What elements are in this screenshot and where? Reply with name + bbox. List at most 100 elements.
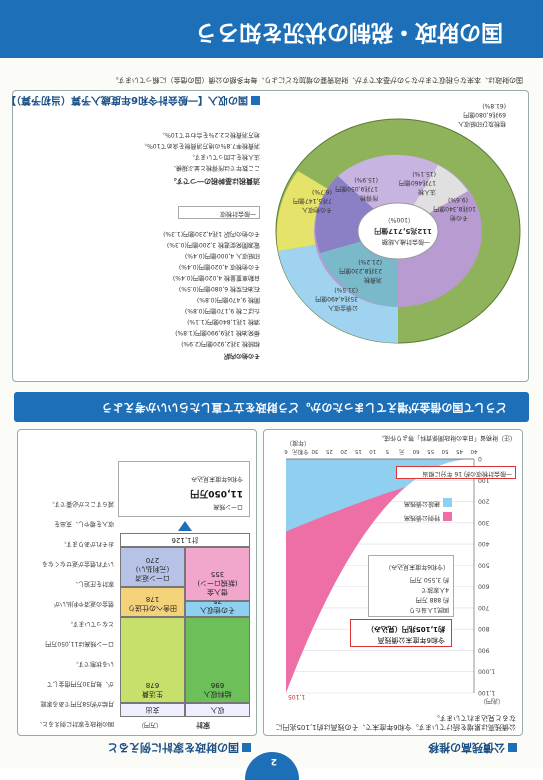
x-tick-label: 令和元	[292, 448, 309, 456]
legend-item-value: 9,170億円(0.8%)	[184, 307, 235, 314]
bullet-square-icon	[251, 96, 260, 105]
debt-lead: 公債残高は累増を続けています。令和6年度末で、その残高は約1,105兆円になると…	[275, 714, 516, 731]
body-line: が、毎月30万円借金して	[46, 680, 114, 687]
x-tick-label: 6	[284, 448, 288, 454]
cell-parent: 田舎への仕送り 178	[120, 587, 185, 617]
y-tick-label: 500	[478, 561, 490, 568]
ring-label-corporate-value: 17兆460億円	[398, 179, 436, 186]
revenue-panel: 一般会計歳入総額 112兆5,717億円 （100％） 租税及び印紙収入 69兆…	[6, 90, 529, 382]
ring-label-consumption-pct: (21.2%)	[358, 258, 382, 265]
ring-label-otherinc-value: 7兆5,147億円	[293, 197, 332, 204]
center-pct: （100％）	[384, 216, 414, 223]
y-tick-label: 1,100	[478, 689, 495, 696]
x-tick-label: 15	[354, 448, 361, 454]
x-axis-unit: （年度）	[286, 439, 310, 447]
y-tick-label: 0	[478, 455, 482, 462]
body-line: 月給が約58万円である家庭	[40, 700, 114, 707]
revenue-text-line: 法人税を上回っています。	[188, 153, 260, 160]
loan-balance-value: 11,050万円	[190, 488, 243, 498]
legend-row: 揮発油税 1兆9,990億円(1.8%)	[175, 328, 260, 336]
legend-item-name: 関税	[247, 296, 260, 303]
page-title: 国の財政・税制の状況を知ろう	[194, 19, 503, 44]
legend-box: 特例公債残高 建設公債残高	[382, 493, 452, 523]
debt-heading-text: 公債残高の推移	[428, 741, 505, 754]
legend-item-value: 1兆4,230億円(1.3%)	[163, 230, 223, 237]
ring-label-income-pct: (15.9%)	[354, 176, 378, 183]
header-income: 収入	[185, 703, 250, 717]
ring-label-otherinc-pct: (6.7%)	[312, 188, 332, 195]
revenue-section-heading: 国の収入【一般会計令和6年度歳入予算（当初予算）】	[6, 94, 260, 109]
debt-chart-panel: 公債残高は累増を続けています。令和6年度末で、その残高は約1,105兆円になると…	[263, 429, 523, 736]
legend-item-value: 4,020億円(0.4%)	[178, 263, 229, 270]
legend-item-value: 4,000億円(0.4%)	[184, 252, 235, 259]
y-tick-label: 200	[478, 498, 490, 505]
center-value: 112兆5,717億円	[374, 227, 432, 235]
donut-center	[357, 202, 439, 260]
donut-slice-corporate	[338, 154, 438, 231]
legend-row: その他の内訳 1兆4,230億円(1.3%)	[163, 229, 260, 237]
x-tick-label: 55	[427, 448, 434, 454]
page-number: 2	[270, 756, 277, 766]
legend-item-value: 4,020億円(0.4%)	[172, 274, 223, 281]
legend-item-name: たばこ税	[235, 307, 260, 314]
legend-footnote-box: 一般会計税収	[178, 206, 260, 219]
ring-label-income-name: 所得税	[359, 194, 378, 201]
household-body-text: 国の財政を家計に例えると、 月給が約58万円である家庭 が、毎月30万円借金して…	[22, 447, 114, 727]
revenue-heading-text: 国の収入【一般会計令和6年度歳入予算（当初予算）】	[6, 94, 248, 105]
table-unit: （万円）	[137, 721, 162, 728]
per-capita-line-4: 約 3,550 万円	[410, 576, 449, 583]
loan-balance-box: ローン残高 11,050万円 令和6年度末見込み	[118, 461, 250, 517]
revenue-donut-chart	[275, 118, 521, 344]
per-capita-line-2: 約 888 万円	[415, 596, 449, 603]
legend-footnote: 一般会計税収	[219, 210, 256, 217]
legend-row: 相続税 3兆2,920億円(2.9%)	[181, 339, 260, 347]
legend-item-name: その他税収	[229, 263, 260, 270]
body-line: 減らすことが必要です。	[48, 500, 114, 507]
x-tick-label: 元	[398, 448, 404, 455]
ring-label-tax-name: 租税及び印紙収入	[457, 120, 506, 127]
per-capita-box: 国民1人当たり 約 888 万円 4人家族で 約 3,550 万円 （令和6年度…	[368, 555, 454, 617]
legend-swatch-construction	[443, 498, 452, 507]
legend-row: 印紙収入 4,000億円(0.4%)	[185, 251, 260, 259]
cell-total: 計1,126	[120, 533, 250, 547]
ring-label-consumption-name: 消費税	[363, 276, 382, 283]
ring-label-tax-value: 69兆6,080億円	[463, 111, 506, 118]
intro-text: 国の財政は、本来なら税収でまかなうのが基本ですが、財政需要の増加などにより、毎年…	[111, 76, 523, 84]
x-tick-label: 20	[340, 448, 347, 454]
sixteen-years-note: 一般会計税収の約 16 年分に相当	[396, 466, 516, 479]
legend-item-value: 1兆1,840億円(1.1%)	[187, 318, 247, 325]
cell-repay: ローン返済 (元利払い) 270	[120, 547, 185, 587]
revenue-explanation: 消費税は基幹税の一つです。 ここ数年では所得税と並ぶ規模、 法人税を上回っていま…	[20, 115, 260, 185]
revenue-text-line: 消費税は基幹税の一つです。	[169, 177, 260, 185]
x-tick-label: 25	[325, 448, 332, 454]
y-tick-label: 400	[478, 540, 490, 547]
legend-item-value: 3兆2,920億円(2.9%)	[181, 340, 241, 347]
y-axis-unit: （兆円）	[480, 697, 504, 705]
body-line: 収入を増やし、支出を	[53, 520, 114, 527]
y-tick-label: 700	[478, 604, 490, 611]
ring-label-bonds-pct: (31.5%)	[334, 286, 358, 293]
legend-row: たばこ税 9,170億円(0.8%)	[185, 306, 260, 314]
per-capita-line-1: 国民1人当たり	[409, 606, 449, 613]
cell-salary: 給料収入 696	[185, 617, 250, 703]
solution-heading-text: 国の財政を家計に例えると	[107, 741, 239, 754]
revenue-text-line: 地方消費税と2.2％を合わせて10％。	[158, 131, 260, 138]
loan-balance-label: ローン残高	[213, 503, 243, 510]
per-capita-line-3: 4人家族で	[421, 586, 449, 593]
end-value-label: 1,105	[288, 693, 305, 700]
legend-item-name: 印紙収入	[235, 252, 260, 259]
body-line: 国の財政を家計に例えると、	[36, 720, 114, 727]
ring-label-other-name: その他	[449, 214, 468, 221]
body-line: ローン残高は11,050万円	[45, 640, 114, 647]
legend-row: 関税 9,470億円(0.8%)	[197, 295, 260, 303]
legend-item-name: 自動車重量税	[223, 274, 260, 281]
legend-item-name: 酒税	[247, 318, 260, 325]
y-tick-label: 900	[478, 646, 490, 653]
legend-row: 自動車重量税 4,020億円(0.4%)	[173, 273, 260, 281]
title-banner: 国の財政・税制の状況を知ろう	[0, 0, 543, 58]
legend-row: 酒税 1兆1,840億円(1.1%)	[187, 317, 260, 325]
ring-label-consumption-value: 23兆8,230億円	[339, 267, 382, 274]
ring-label-otherinc-name: その他収入	[301, 206, 332, 213]
legend-title: その他の内訳	[223, 352, 260, 359]
